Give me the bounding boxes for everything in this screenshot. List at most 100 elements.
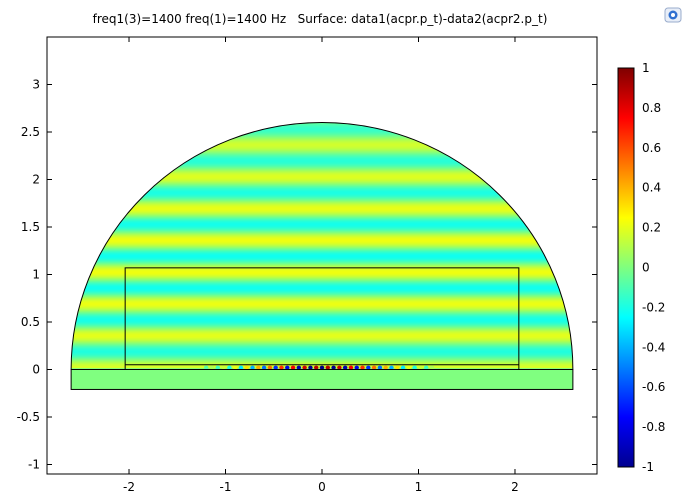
field-band [71, 168, 573, 170]
semicircle-boundary [70, 122, 574, 370]
field-band [71, 216, 573, 219]
field-band [71, 343, 573, 346]
field-band [71, 209, 573, 212]
field-band [71, 171, 573, 174]
field-band [71, 298, 573, 300]
field-band [71, 257, 573, 259]
field-band [71, 253, 573, 256]
field-band [71, 303, 573, 305]
field-band [71, 307, 573, 310]
field-hotspot [348, 365, 354, 370]
field-band [71, 231, 573, 234]
field-band [71, 123, 573, 125]
field-band [71, 192, 573, 195]
field-band [71, 305, 573, 308]
field-band [71, 326, 573, 329]
field-hotspot [319, 365, 325, 370]
field-band [71, 202, 573, 204]
field-band [71, 246, 573, 248]
field-band [71, 245, 573, 247]
field-band [71, 239, 573, 241]
field-band [71, 234, 573, 237]
field-band [71, 186, 573, 188]
field-band [71, 336, 573, 338]
field-band [71, 172, 573, 175]
chart-title: freq1(3)=1400 freq(1)=1400 Hz Surface: d… [92, 12, 548, 26]
field-band [71, 334, 573, 336]
field-band [71, 201, 573, 203]
field-band [71, 197, 573, 200]
field-band [71, 149, 573, 151]
field-hotspot [366, 365, 371, 370]
field-band [71, 261, 573, 263]
field-band [71, 214, 573, 217]
field-band [71, 262, 573, 264]
field-band [71, 251, 573, 254]
field-band [71, 306, 573, 309]
field-band [71, 356, 573, 358]
field-band [71, 263, 573, 265]
field-band [71, 235, 573, 238]
field-hotspot [302, 365, 307, 370]
field-band [71, 275, 573, 277]
field-band [71, 278, 573, 280]
field-band [71, 272, 573, 275]
field-band [71, 260, 573, 262]
field-band [71, 152, 573, 155]
field-hotspot [285, 365, 290, 370]
field-hotspot [204, 365, 209, 370]
field-band [71, 206, 573, 208]
field-band [71, 188, 573, 190]
field-band [71, 238, 573, 240]
field-band [71, 347, 573, 350]
field-band [71, 346, 573, 349]
field-band [71, 212, 573, 215]
field-band [71, 156, 573, 159]
field-band [71, 199, 573, 201]
field-hotspot [342, 365, 348, 370]
field-band [71, 207, 573, 209]
field-band [71, 304, 573, 307]
field-hotspot [314, 365, 319, 370]
field-hotspot [261, 365, 267, 370]
field-band [71, 204, 573, 206]
field-band [71, 281, 573, 283]
field-band [71, 150, 573, 152]
field-band [71, 189, 573, 191]
field-band [71, 323, 573, 326]
y-tick-label: 3 [32, 78, 40, 92]
field-band [71, 284, 573, 287]
field-band [71, 211, 573, 214]
field-band [71, 167, 573, 169]
field-band [71, 310, 573, 313]
field-band [71, 321, 573, 323]
field-band [71, 293, 573, 295]
field-hotspot [331, 365, 336, 370]
colorbar-tick-label: 1 [642, 61, 650, 75]
field-band [71, 274, 573, 276]
field-band [71, 359, 573, 361]
field-band [71, 208, 573, 210]
field-band [71, 339, 573, 341]
field-band [71, 147, 573, 149]
field-band [71, 313, 573, 315]
field-band [71, 225, 573, 227]
field-band [71, 136, 573, 139]
field-hotspot [215, 365, 220, 370]
field-band [71, 226, 573, 228]
field-band [71, 344, 573, 347]
colorbar-tick-label: 0.8 [642, 101, 661, 115]
field-band [71, 178, 573, 181]
field-surface [71, 122, 573, 390]
field-band [71, 285, 573, 288]
field-band [71, 296, 573, 298]
field-band [71, 173, 573, 176]
field-band [71, 362, 573, 365]
field-band [71, 133, 573, 136]
field-band [71, 227, 573, 229]
field-band [71, 187, 573, 189]
field-band [71, 180, 573, 182]
field-band [71, 215, 573, 218]
comsol-logo-icon[interactable] [664, 6, 682, 24]
field-band [71, 132, 573, 134]
